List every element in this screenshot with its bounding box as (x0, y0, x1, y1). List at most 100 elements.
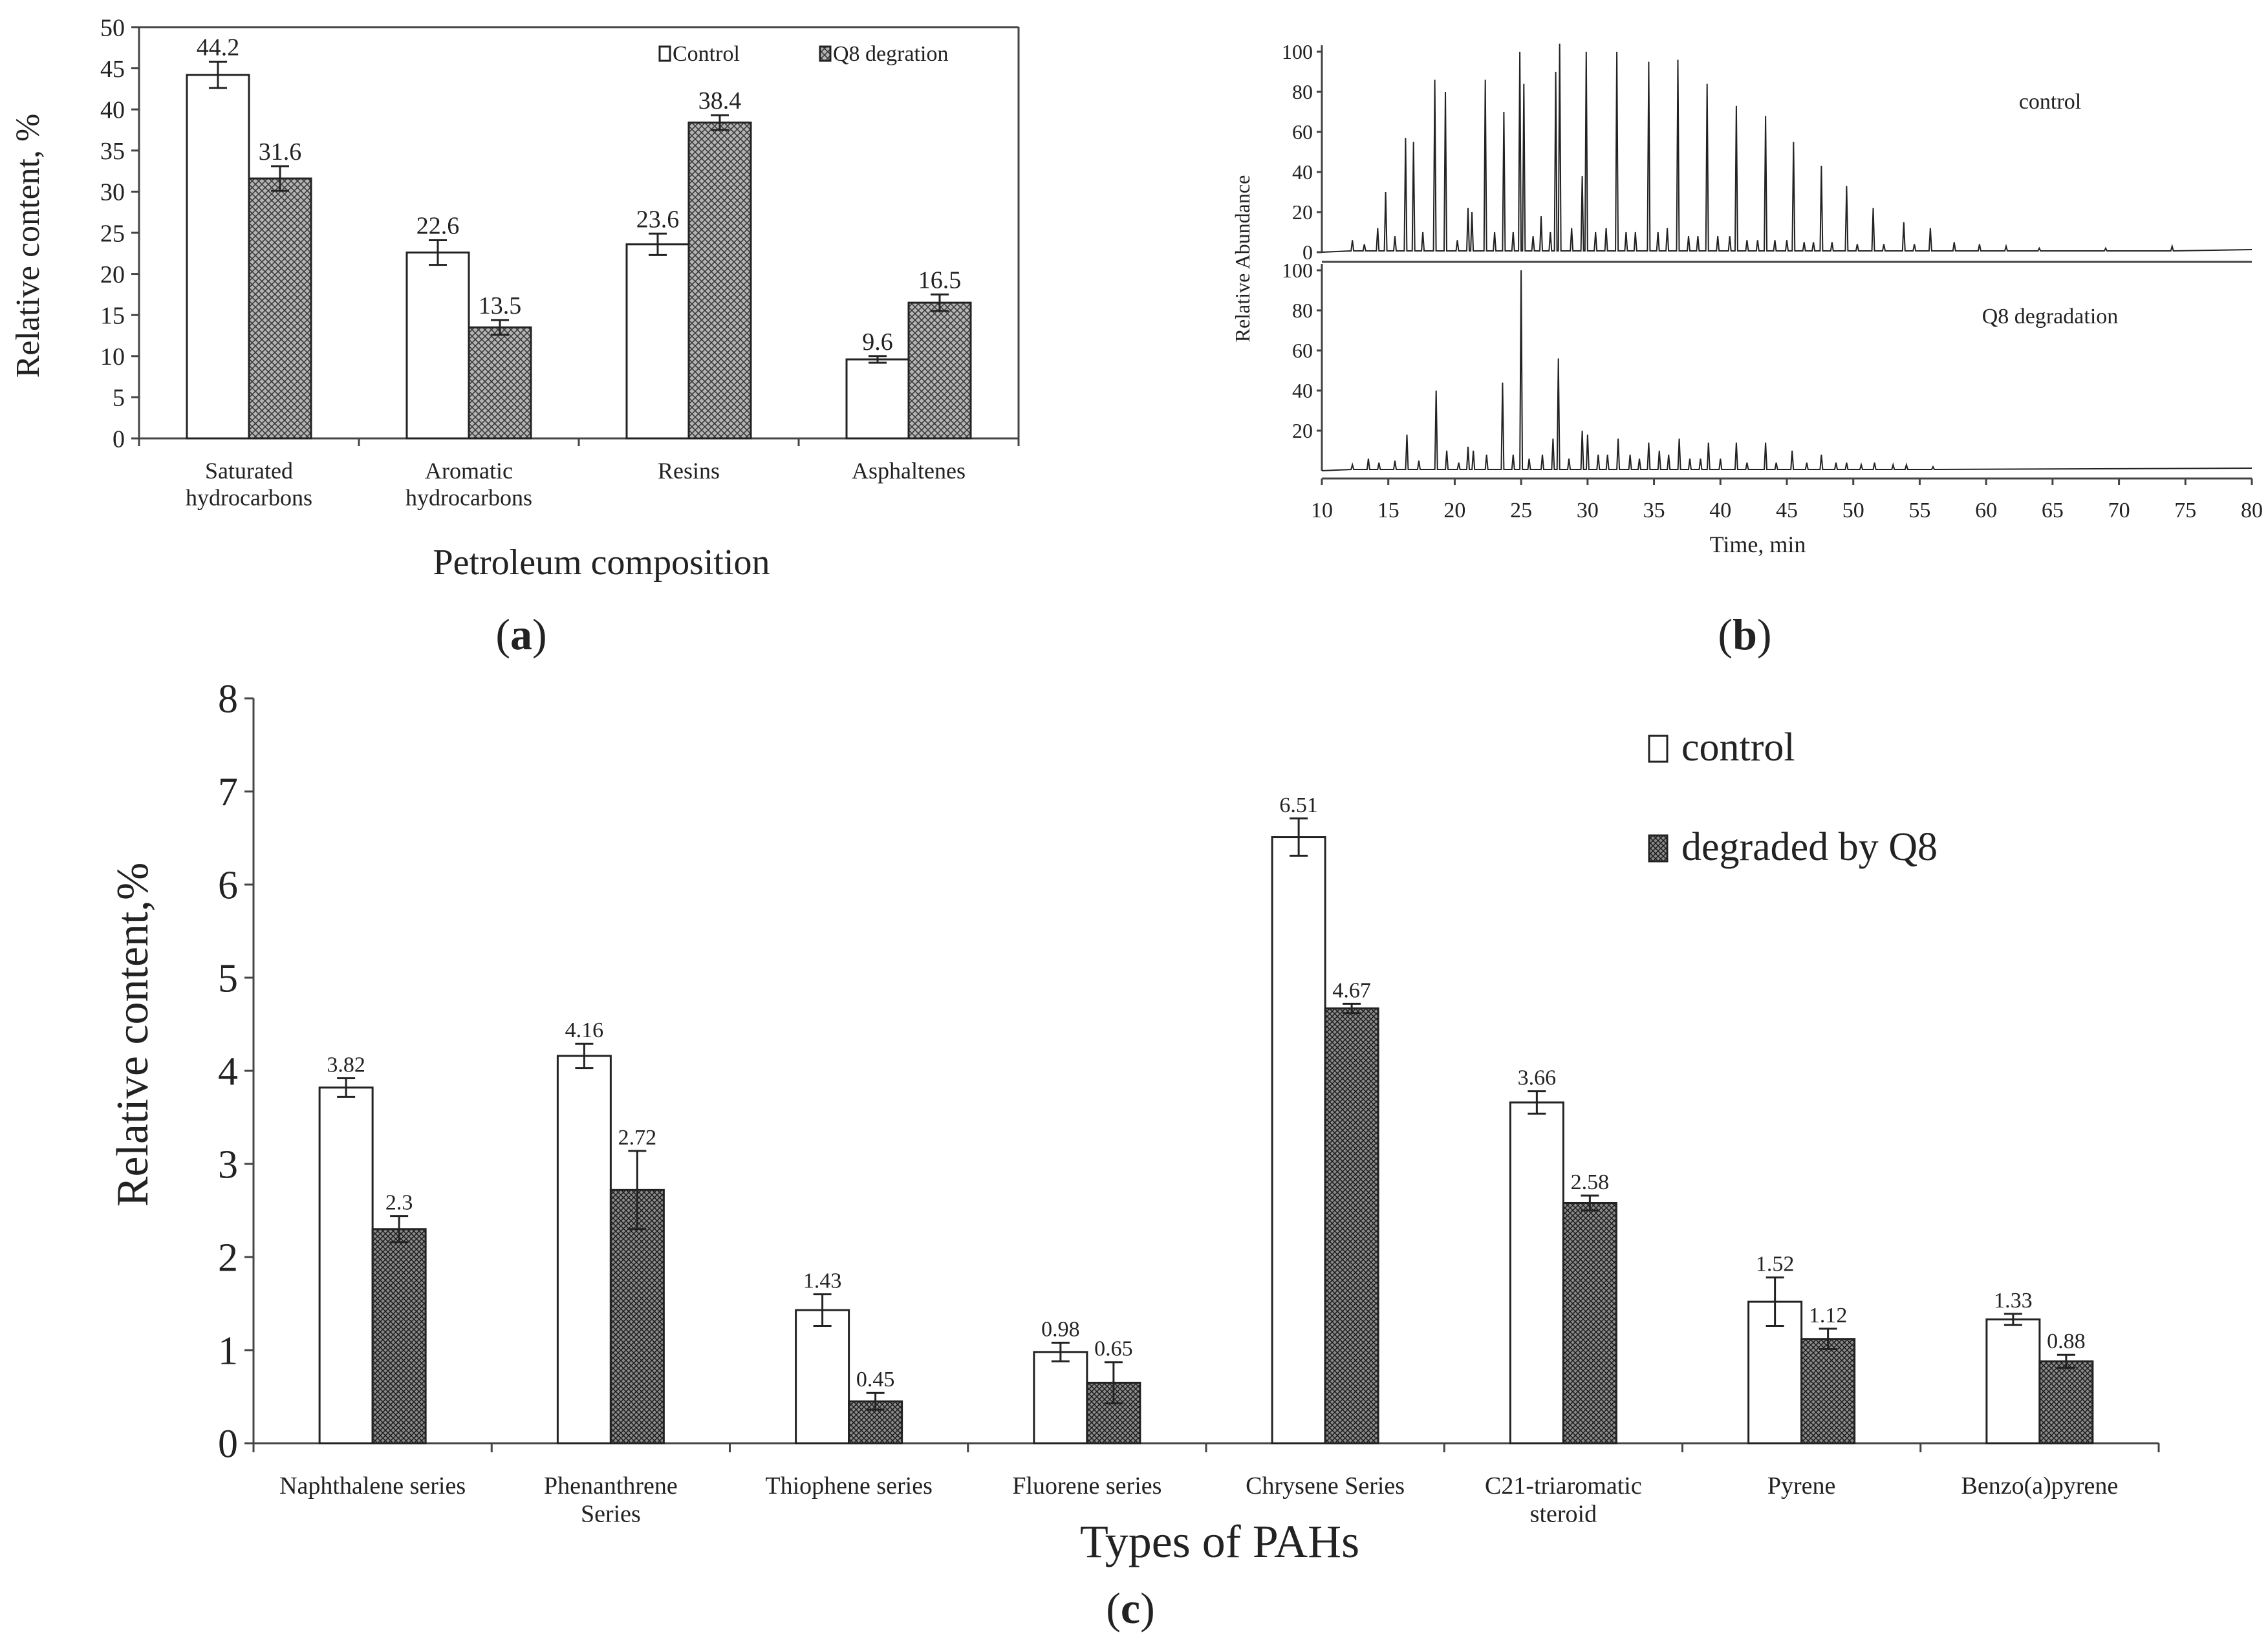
degraded-bar (687, 122, 752, 440)
panel-a-x-axis-title: Petroleum composition (433, 543, 770, 583)
panel-c-y-axis-title: Relative content,% (108, 863, 158, 1207)
y-tick-label: 25 (100, 220, 125, 247)
x-tick-label: 65 (2042, 499, 2064, 522)
panel-a-y-axis-title: Relative content, % (10, 114, 47, 378)
data-label: 2.58 (1571, 1170, 1610, 1194)
data-label: 1.12 (1809, 1304, 1848, 1328)
data-label: 0.98 (1041, 1317, 1080, 1341)
legend-control-swatch (658, 45, 671, 62)
legend-c-control-swatch (1648, 735, 1669, 763)
x-category-label: Series (581, 1501, 641, 1528)
control-bar (186, 74, 250, 440)
degraded-bar (1562, 1201, 1617, 1445)
panel-a-axes: 05101520253035404550Saturatedhydrocarbon… (100, 14, 1020, 510)
legend-q8-label: Q8 degration (833, 42, 948, 66)
degraded-bar (907, 301, 972, 440)
y-tick-label: 0 (218, 1423, 238, 1467)
x-tick-label: 55 (1908, 499, 1930, 522)
x-category-label: Aromatic (425, 458, 513, 484)
panel-b-traces (1321, 43, 2252, 471)
y-tick-label: 80 (1292, 299, 1313, 322)
y-tick-label: 7 (218, 771, 238, 815)
control-bar (1985, 1318, 2041, 1445)
legend-control-label: Control (673, 42, 740, 66)
panel-b-chromatogram: 0 20 40 60 80 100 20 40 60 80 100 10 15 20 25 30 35 40 45 5… (1231, 40, 2263, 659)
data-label: 23.6 (636, 206, 680, 233)
panel-b-y-axis-title: Relative Abundance (1231, 175, 1254, 343)
degraded-bar (1324, 1007, 1379, 1445)
panel-c-marks: 3.82 4.16 1.43 0.98 6.51 3.66 1.52 1.33 2.3 2.72 0… (318, 793, 2094, 1445)
x-category-label: hydrocarbons (405, 484, 532, 510)
x-tick-label: 45 (1776, 499, 1798, 522)
legend-c-control-label: control (1681, 726, 1795, 769)
control-bar (845, 358, 910, 440)
y-tick-label: 5 (113, 385, 125, 412)
data-label: 3.66 (1518, 1066, 1557, 1090)
y-tick-label: 20 (1292, 419, 1313, 442)
y-tick-label: 15 (100, 303, 125, 330)
data-label: 22.6 (416, 212, 460, 239)
panel-a-caption: (a) (495, 610, 546, 659)
x-tick-label: 30 (1577, 499, 1599, 522)
x-category-label: Chrysene Series (1246, 1472, 1405, 1500)
y-tick-label: 100 (1282, 259, 1313, 282)
panel-b-control-label: control (2019, 90, 2081, 114)
data-label: 16.5 (918, 266, 962, 294)
data-label: 9.6 (862, 328, 893, 356)
legend-c-q8-swatch (1648, 834, 1669, 863)
data-label: 6.51 (1279, 793, 1318, 817)
panel-c-bar-chart: 0 1 2 3 4 5 6 7 8 Naphthalene series PhenanthreneS… (108, 678, 2160, 1633)
data-label: 1.52 (1756, 1253, 1795, 1276)
y-tick-label: 40 (1292, 160, 1313, 184)
y-tick-label: 40 (100, 97, 125, 124)
control-bar (318, 1086, 374, 1445)
panel-b-q8-label: Q8 degradation (1982, 305, 2119, 328)
panel-a-marks: 44.2 22.6 23.6 9.6 31.6 13.5 38.4 16.5 (186, 34, 972, 440)
y-tick-label: 0 (113, 425, 125, 453)
x-tick-label: 15 (1377, 499, 1399, 522)
panel-b-caption-letter: b (1733, 610, 1757, 659)
degraded-bar (1800, 1338, 1856, 1445)
y-tick-label: 60 (1292, 120, 1313, 144)
x-tick-label: 20 (1443, 499, 1465, 522)
x-category-label: Pyrene (1767, 1472, 1836, 1500)
x-tick-label: 25 (1510, 499, 1532, 522)
x-category-label: Resins (658, 458, 720, 484)
data-label: 1.43 (803, 1269, 842, 1293)
x-category-label: Asphaltenes (852, 458, 966, 484)
control-bar (405, 252, 470, 440)
legend-c-q8-label: degraded by Q8 (1681, 825, 1938, 869)
panel-c-caption: (c) (1106, 1584, 1155, 1633)
y-tick-label: 8 (218, 678, 238, 722)
data-label: 0.88 (2047, 1329, 2086, 1353)
data-label: 0.65 (1094, 1337, 1133, 1361)
x-category-label: Thiophene series (765, 1472, 933, 1500)
y-tick-label: 60 (1292, 339, 1313, 362)
data-label: 13.5 (479, 292, 522, 319)
x-tick-label: 40 (1709, 499, 1731, 522)
degraded-bar (371, 1228, 427, 1445)
degraded-bar (2038, 1360, 2094, 1445)
y-tick-label: 3 (218, 1143, 238, 1187)
panel-a-bar-chart: 05101520253035404550Saturatedhydrocarbon… (10, 14, 1020, 659)
x-category-label: Phenanthrene (544, 1472, 678, 1500)
panel-a-legend: Control Q8 degration (658, 42, 948, 66)
control-bar (1509, 1101, 1564, 1445)
y-tick-label: 80 (1292, 80, 1313, 103)
x-tick-label: 60 (1975, 499, 1997, 522)
y-tick-label: 35 (100, 138, 125, 165)
y-tick-label: 2 (218, 1236, 238, 1280)
data-label: 0.45 (856, 1368, 895, 1392)
panel-b-caption: (b) (1718, 610, 1771, 659)
panel-c-axes: 0 1 2 3 4 5 6 7 8 Naphthalene series PhenanthreneS… (218, 678, 2160, 1528)
data-label: 31.6 (259, 138, 302, 166)
control-bar (1271, 836, 1326, 1445)
panel-c-legend: control degraded by Q8 (1648, 726, 1938, 869)
y-tick-label: 0 (1302, 241, 1313, 264)
x-tick-label: 70 (2108, 499, 2130, 522)
degraded-bar (468, 326, 532, 440)
data-label: 3.82 (327, 1053, 365, 1077)
x-category-label: Fluorene series (1012, 1472, 1161, 1500)
data-label: 4.16 (565, 1018, 604, 1042)
